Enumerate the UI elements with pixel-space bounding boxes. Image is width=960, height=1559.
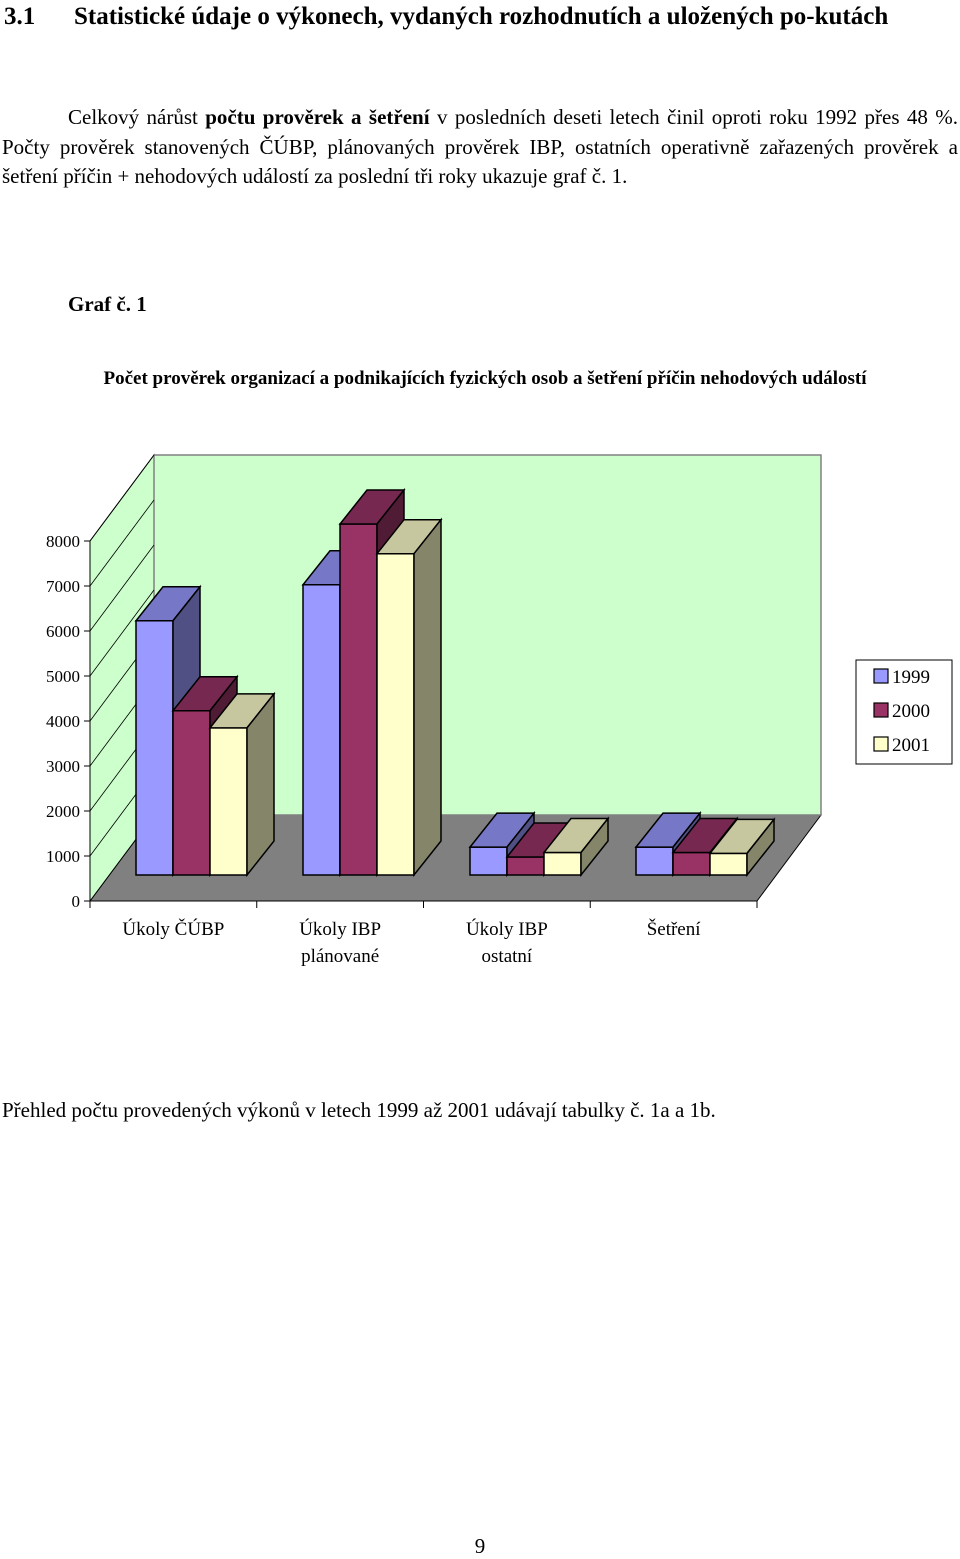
legend-label: 2000 <box>892 701 930 722</box>
bar-front <box>543 851 582 876</box>
y-tick-label: 8000 <box>46 532 80 551</box>
bar-front <box>635 846 674 876</box>
bar-front <box>506 856 545 876</box>
bar-side <box>580 816 609 878</box>
y-tick-label: 7000 <box>46 577 80 596</box>
y-gridline <box>89 589 155 677</box>
x-category-label: Úkoly IBP plánované <box>299 918 381 967</box>
y-tick-label: 4000 <box>46 712 80 731</box>
bar-side <box>746 817 775 878</box>
intro-bold: počtu prověrek a šetření <box>205 105 430 129</box>
legend-swatch <box>873 702 889 718</box>
legend-label: 1999 <box>892 667 930 688</box>
graph-label: Graf č. 1 <box>68 292 147 316</box>
bar-front <box>672 851 711 876</box>
section-number: 3.1 <box>4 3 36 30</box>
legend-box <box>855 659 953 765</box>
bar-front <box>209 727 248 876</box>
intro-text-2: v posledních deseti letech činil oproti … <box>2 105 958 188</box>
bar-front <box>709 852 748 876</box>
intro-text-1: Celkový nárůst <box>68 105 206 129</box>
page-number: 9 <box>474 1534 486 1558</box>
section-title: Statistické údaje o výkonech, vydaných r… <box>74 3 889 30</box>
legend-label: 2001 <box>892 735 930 756</box>
bar-front <box>302 584 341 876</box>
x-category-label: Úkoly ČÚBP <box>122 918 224 940</box>
legend-swatch <box>873 736 889 752</box>
y-gridline <box>89 544 155 632</box>
legend-swatch <box>873 668 889 684</box>
summary-paragraph: Přehled počtu provedených výkonů v letec… <box>2 1098 716 1122</box>
bar-side <box>413 517 442 878</box>
bar-front <box>135 620 174 876</box>
y-tick-label: 0 <box>72 892 81 911</box>
y-tick-label: 2000 <box>46 802 80 821</box>
y-tick-label: 6000 <box>46 622 80 641</box>
x-category-label: Šetření <box>647 918 702 940</box>
bar-front <box>172 710 211 876</box>
chart-title: Počet prověrek organizací a podnikajícíc… <box>103 368 867 389</box>
y-tick-label: 1000 <box>46 847 80 866</box>
bar-front <box>376 552 415 876</box>
bar-chart: 0 1000 2000 3000 4000 5000 6000 7000 8000 Úkoly Č… <box>46 453 953 967</box>
y-tick-label: 5000 <box>46 667 80 686</box>
x-category-label: Úkoly IBP ostatní <box>466 918 548 967</box>
y-gridline <box>89 499 155 587</box>
y-tick-label: 3000 <box>46 757 80 776</box>
y-gridline <box>89 454 155 542</box>
bar-front <box>469 846 508 876</box>
bar-front <box>339 523 378 876</box>
intro-paragraph: Celkový nárůst počtu prověrek a šetření … <box>2 103 958 192</box>
bar-side <box>246 691 275 878</box>
